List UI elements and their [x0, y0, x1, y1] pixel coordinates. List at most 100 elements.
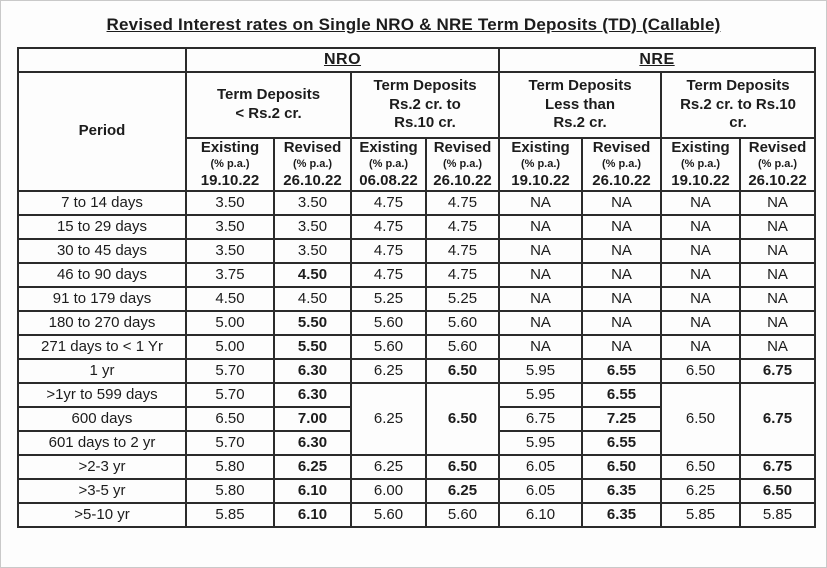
rate-cell: 7.00: [273, 406, 352, 433]
rate-cell: 5.70: [185, 430, 275, 457]
rate-cell: NA: [738, 238, 817, 265]
rate-cell: 6.55: [581, 382, 662, 409]
rate-cell: 6.05: [498, 454, 583, 481]
rate-cell: NA: [498, 334, 583, 361]
subgroup-header-nro-2-10cr: Term Deposits Rs.2 cr. to Rs.10 cr.: [350, 71, 500, 139]
table-row: >5-10 yr 5.85 6.10 5.60 5.60 6.10 6.35 5…: [17, 502, 817, 529]
rate-cell: 5.85: [660, 502, 741, 529]
subgroup-header-nro-below-2cr: Term Deposits < Rs.2 cr.: [185, 71, 352, 139]
rate-cell: NA: [581, 262, 662, 289]
table-row: 601 days to 2 yr 5.70 6.30 5.95 6.55: [17, 430, 815, 457]
column-header-unit: (% p.a.): [442, 157, 483, 170]
column-header-date: 26.10.22: [592, 171, 651, 189]
table-row: 271 days to < 1 Yr 5.00 5.50 5.60 5.60 N…: [17, 334, 817, 361]
rate-cell: 6.10: [273, 502, 352, 529]
rate-cell: NA: [660, 214, 741, 241]
period-cell: >5-10 yr: [17, 502, 187, 529]
rate-cell: 3.50: [273, 238, 352, 265]
rate-cell: 5.85: [738, 502, 817, 529]
table-row: 1 yr 5.70 6.30 6.25 6.50 5.95 6.55 6.50 …: [17, 358, 817, 385]
column-header-label: Existing: [671, 139, 730, 156]
rate-cell: 6.50: [660, 358, 741, 385]
group-header-nro: NRO: [185, 47, 500, 73]
table-row: 180 to 270 days 5.00 5.50 5.60 5.60 NA N…: [17, 310, 817, 337]
column-header-label: Revised: [592, 139, 651, 156]
rate-cell: NA: [660, 190, 741, 217]
rate-cell: NA: [660, 286, 741, 313]
rate-cell: 4.75: [350, 190, 427, 217]
rate-cell-merged: 6.25: [350, 382, 427, 457]
rate-cell: 6.30: [273, 358, 352, 385]
rate-cell: 4.75: [425, 190, 500, 217]
period-cell: 7 to 14 days: [17, 190, 187, 217]
rate-cell: 7.25: [581, 406, 662, 433]
period-column-header: Period: [17, 70, 187, 193]
column-header-unit: (% p.a.): [292, 157, 333, 170]
rate-cell: 6.75: [738, 358, 817, 385]
column-header-revised: Revised (% p.a.) 26.10.22: [581, 136, 662, 193]
rate-cell: 4.75: [425, 214, 500, 241]
rate-cell: 4.75: [425, 262, 500, 289]
period-cell: >3-5 yr: [17, 478, 187, 505]
rate-cell: 5.85: [185, 502, 275, 529]
rate-cell: 5.50: [273, 334, 352, 361]
rate-cell: 6.25: [350, 358, 427, 385]
column-header-existing: Existing (% p.a.) 19.10.22: [185, 136, 275, 193]
rate-cell: NA: [581, 214, 662, 241]
rate-cell: NA: [581, 238, 662, 265]
rate-cell: 4.75: [350, 238, 427, 265]
column-header-date: 26.10.22: [748, 171, 807, 189]
rate-cell: NA: [498, 286, 583, 313]
rate-cell: NA: [660, 334, 741, 361]
column-header-date: 26.10.22: [433, 171, 492, 189]
corner-cell: [17, 47, 187, 73]
column-header-unit: (% p.a.): [210, 157, 250, 170]
column-header-date: 19.10.22: [671, 171, 730, 189]
rate-cell: NA: [660, 310, 741, 337]
column-header-label: Revised: [433, 139, 492, 156]
rate-cell: 3.50: [185, 190, 275, 217]
table-row: NRO NRE: [17, 47, 817, 73]
page-title: Revised Interest rates on Single NRO & N…: [106, 15, 721, 34]
rate-cell: NA: [581, 190, 662, 217]
rate-cell: 6.55: [581, 358, 662, 385]
rate-cell: NA: [738, 262, 817, 289]
rate-cell: 3.75: [185, 262, 275, 289]
column-header-date: 19.10.22: [511, 171, 570, 189]
period-cell: 1 yr: [17, 358, 187, 385]
rate-cell: 6.50: [660, 454, 741, 481]
column-header-unit: (% p.a.): [757, 157, 798, 170]
rate-cell: NA: [581, 334, 662, 361]
table-row: >2-3 yr 5.80 6.25 6.25 6.50 6.05 6.50 6.…: [17, 454, 817, 481]
rate-cell: 6.30: [273, 382, 352, 409]
rate-cell: NA: [581, 310, 662, 337]
rate-cell: 6.35: [581, 502, 662, 529]
rate-cell: 3.50: [273, 214, 352, 241]
table-row: 15 to 29 days 3.50 3.50 4.75 4.75 NA NA …: [17, 214, 817, 241]
interest-rates-table: NRO NRE Period Term Deposits < Rs.2 cr. …: [17, 47, 817, 529]
rate-cell: NA: [738, 334, 817, 361]
rate-cell: NA: [498, 238, 583, 265]
rate-cell: 3.50: [273, 190, 352, 217]
rate-cell: 5.80: [185, 478, 275, 505]
rate-cell: 6.30: [273, 430, 352, 457]
subgroup-header-nre-below-2cr: Term Deposits Less than Rs.2 cr.: [498, 71, 662, 139]
rate-cell: 5.60: [350, 334, 427, 361]
rate-cell: 5.60: [425, 310, 500, 337]
rate-cell: 5.60: [425, 502, 500, 529]
column-header-revised: Revised (% p.a.) 26.10.22: [425, 136, 500, 193]
rate-cell: 6.25: [660, 478, 741, 505]
column-header-existing: Existing (% p.a.) 19.10.22: [660, 136, 741, 193]
rate-cell: NA: [738, 214, 817, 241]
rate-cell: NA: [581, 286, 662, 313]
table-row: 46 to 90 days 3.75 4.50 4.75 4.75 NA NA …: [17, 262, 817, 289]
rate-cell: 6.50: [185, 406, 275, 433]
rate-cell: 4.75: [350, 262, 427, 289]
period-cell: 46 to 90 days: [17, 262, 187, 289]
rate-cell: 5.80: [185, 454, 275, 481]
rate-cell: 6.10: [273, 478, 352, 505]
column-header-unit: (% p.a.): [601, 157, 642, 170]
rate-cell: 6.10: [498, 502, 583, 529]
rate-cell: 6.25: [425, 478, 500, 505]
rate-cell: 6.50: [581, 454, 662, 481]
